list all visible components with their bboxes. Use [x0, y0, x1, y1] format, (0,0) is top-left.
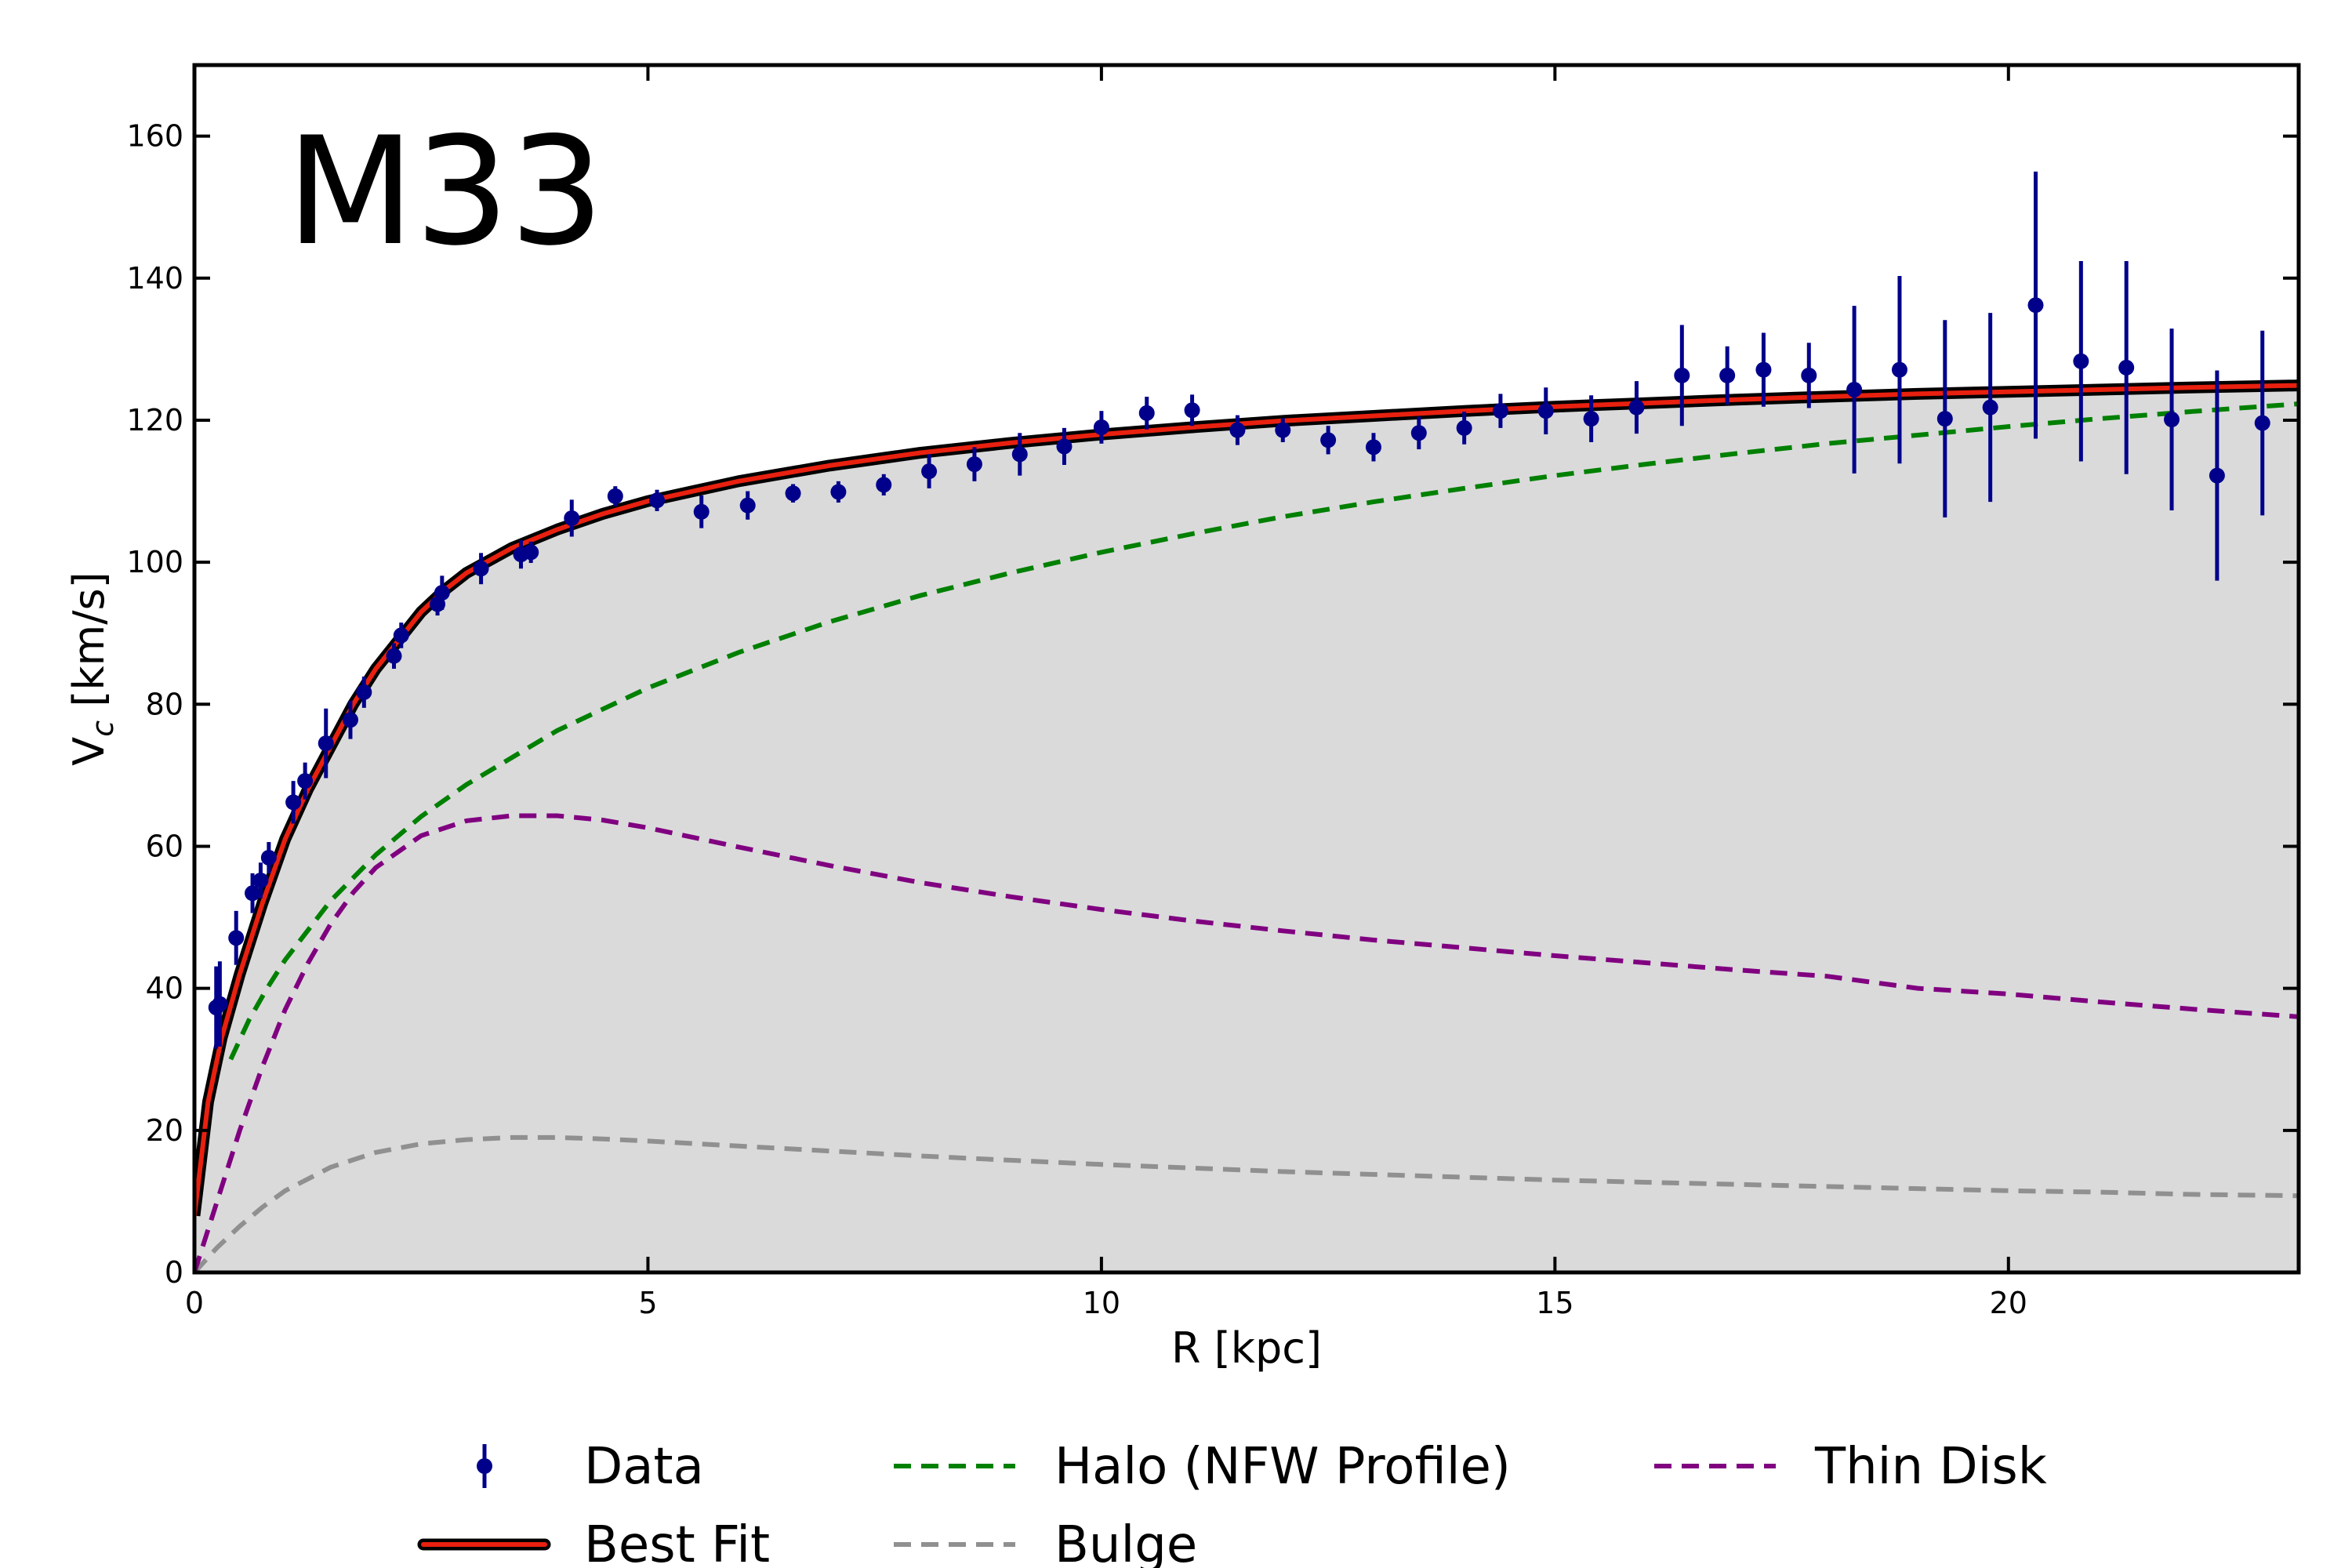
data-point — [2164, 412, 2180, 428]
y-axis-label-subscript: c — [85, 720, 120, 737]
data-point — [1011, 446, 1028, 463]
data-point — [1456, 419, 1472, 436]
y-axis-label: Vc [km/s] — [64, 572, 120, 765]
data-point — [245, 885, 261, 902]
data-point — [1492, 403, 1508, 419]
legend-swatch-marker — [477, 1458, 492, 1474]
data-point — [564, 510, 580, 526]
y-axis-label-main: V — [64, 737, 114, 766]
data-point — [1184, 402, 1200, 419]
data-point — [1846, 381, 1863, 397]
data-point — [1755, 361, 1772, 378]
data-point — [386, 648, 402, 664]
legend-label: Data — [584, 1438, 704, 1496]
data-point — [1583, 411, 1599, 427]
data-point — [342, 712, 358, 728]
data-point — [1365, 439, 1381, 456]
y-tick-label: 140 — [126, 261, 183, 296]
data-point — [473, 561, 489, 577]
data-point — [285, 794, 302, 811]
data-point — [2209, 467, 2225, 484]
data-point — [1801, 367, 1817, 383]
data-point — [356, 684, 372, 700]
data-point — [1275, 422, 1291, 438]
legend-item-best-fit: Best Fit — [417, 1516, 770, 1568]
data-point — [785, 485, 801, 502]
x-tick-label: 20 — [1990, 1286, 2027, 1320]
plot-frame — [192, 63, 2301, 1275]
data-point — [2118, 359, 2135, 376]
y-tick-label: 120 — [126, 403, 183, 437]
data-point — [2254, 415, 2270, 431]
y-tick-label: 100 — [126, 545, 183, 579]
data-point — [1982, 399, 1998, 416]
data-point — [1410, 425, 1427, 441]
data-point — [252, 872, 269, 888]
data-point — [1229, 422, 1246, 438]
data-point — [830, 484, 847, 500]
plot-area — [194, 171, 2299, 1272]
y-tick-label: 40 — [146, 971, 183, 1006]
data-point — [434, 585, 450, 601]
x-axis-label: R [kpc] — [1171, 1323, 1322, 1373]
data-point — [1719, 367, 1736, 383]
y-tick-label: 20 — [146, 1113, 183, 1148]
data-point — [212, 996, 228, 1012]
data-point — [260, 849, 277, 866]
y-tick-label: 0 — [165, 1255, 183, 1290]
data-point — [1320, 432, 1337, 448]
legend-item-data: Data — [477, 1438, 704, 1496]
legend-label: Thin Disk — [1814, 1438, 2047, 1496]
legend-label: Halo (NFW Profile) — [1054, 1438, 1511, 1496]
data-point — [1056, 438, 1073, 455]
legend-item-bulge: Bulge — [894, 1516, 1197, 1568]
data-point — [1674, 367, 1690, 383]
data-points — [208, 171, 2270, 1049]
data-point — [693, 503, 710, 520]
bulge-curve — [194, 1134, 2299, 1272]
data-point — [1537, 403, 1554, 419]
x-tick-label: 15 — [1536, 1286, 1573, 1320]
data-point — [1936, 411, 1953, 427]
data-point — [2073, 353, 2089, 369]
halo-nfw-profile-curve — [228, 401, 2299, 1061]
x-tick-label: 0 — [185, 1286, 204, 1320]
data-point — [739, 497, 756, 514]
legend-label: Bulge — [1054, 1516, 1197, 1568]
best-fit-shaded-area — [194, 385, 2299, 1272]
legend-item-thin-disk: Thin Disk — [1654, 1438, 2047, 1496]
data-point — [876, 477, 892, 493]
data-point — [1138, 405, 1155, 421]
y-axis: 0 20 40 60 80 100 120 140 160 — [126, 119, 2299, 1290]
data-point — [318, 735, 334, 752]
data-point — [1093, 419, 1109, 435]
x-tick-label: 10 — [1083, 1286, 1120, 1320]
legend: Data Best Fit Halo (NFW Profile) Bulge Thin … — [417, 1438, 2047, 1568]
thin-disk-curve — [194, 813, 2299, 1272]
data-point — [2027, 297, 2044, 314]
data-point — [297, 773, 314, 789]
data-point — [921, 463, 938, 480]
y-tick-label: 160 — [126, 119, 183, 154]
data-point — [607, 488, 623, 504]
legend-label: Best Fit — [584, 1516, 770, 1568]
data-point — [523, 544, 539, 561]
data-point — [649, 492, 666, 509]
x-axis: 0 5 10 15 20 — [185, 65, 2027, 1320]
data-point — [1628, 399, 1645, 416]
y-tick-label: 60 — [146, 829, 183, 863]
chart-title: M33 — [286, 105, 604, 278]
data-point — [393, 627, 409, 644]
y-tick-label: 80 — [146, 687, 183, 721]
data-point — [966, 456, 982, 473]
y-axis-label-unit: [km/s] — [64, 572, 114, 720]
data-point — [228, 930, 245, 946]
data-point — [1891, 361, 1907, 378]
legend-item-halo-nfw-profile: Halo (NFW Profile) — [894, 1438, 1511, 1496]
x-tick-label: 5 — [638, 1286, 657, 1320]
